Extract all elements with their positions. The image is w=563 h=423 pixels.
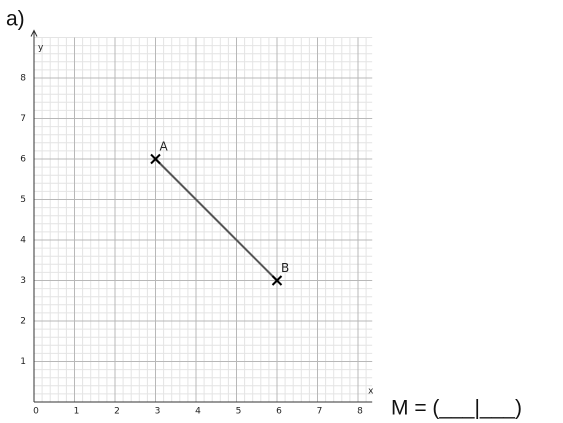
x-tick-label: 8 — [357, 407, 363, 417]
answer-line: M = (___|___) — [391, 397, 522, 420]
x-tick-label: 0 — [33, 407, 39, 417]
exercise-label: a) — [6, 8, 25, 31]
x-tick-label: 2 — [114, 407, 120, 417]
x-tick-label: 5 — [236, 407, 242, 417]
segment — [154, 158, 278, 282]
y-tick-label: 2 — [20, 317, 26, 327]
y-tick-label: 3 — [20, 276, 26, 286]
y-tick-label: 5 — [20, 195, 26, 205]
y-tick-label: 1 — [20, 357, 26, 367]
x-tick-label: 7 — [317, 407, 323, 417]
y-tick-label: 8 — [20, 74, 26, 84]
x-tick-label: 3 — [155, 407, 161, 417]
point-marker — [150, 153, 161, 165]
x-tick-label: 6 — [276, 407, 282, 417]
x-axis-label: x — [368, 387, 374, 397]
y-axis-arrow — [30, 29, 38, 37]
y-tick-label: 6 — [20, 155, 26, 165]
point-label: A — [160, 140, 169, 154]
x-tick-label: 1 — [74, 407, 80, 417]
x-tick-label: 4 — [195, 407, 201, 417]
y-axis-label: y — [38, 43, 44, 53]
point-label: B — [281, 261, 289, 275]
y-tick-label: 7 — [20, 114, 26, 124]
y-tick-label: 4 — [20, 236, 26, 246]
point-marker — [271, 275, 283, 286]
